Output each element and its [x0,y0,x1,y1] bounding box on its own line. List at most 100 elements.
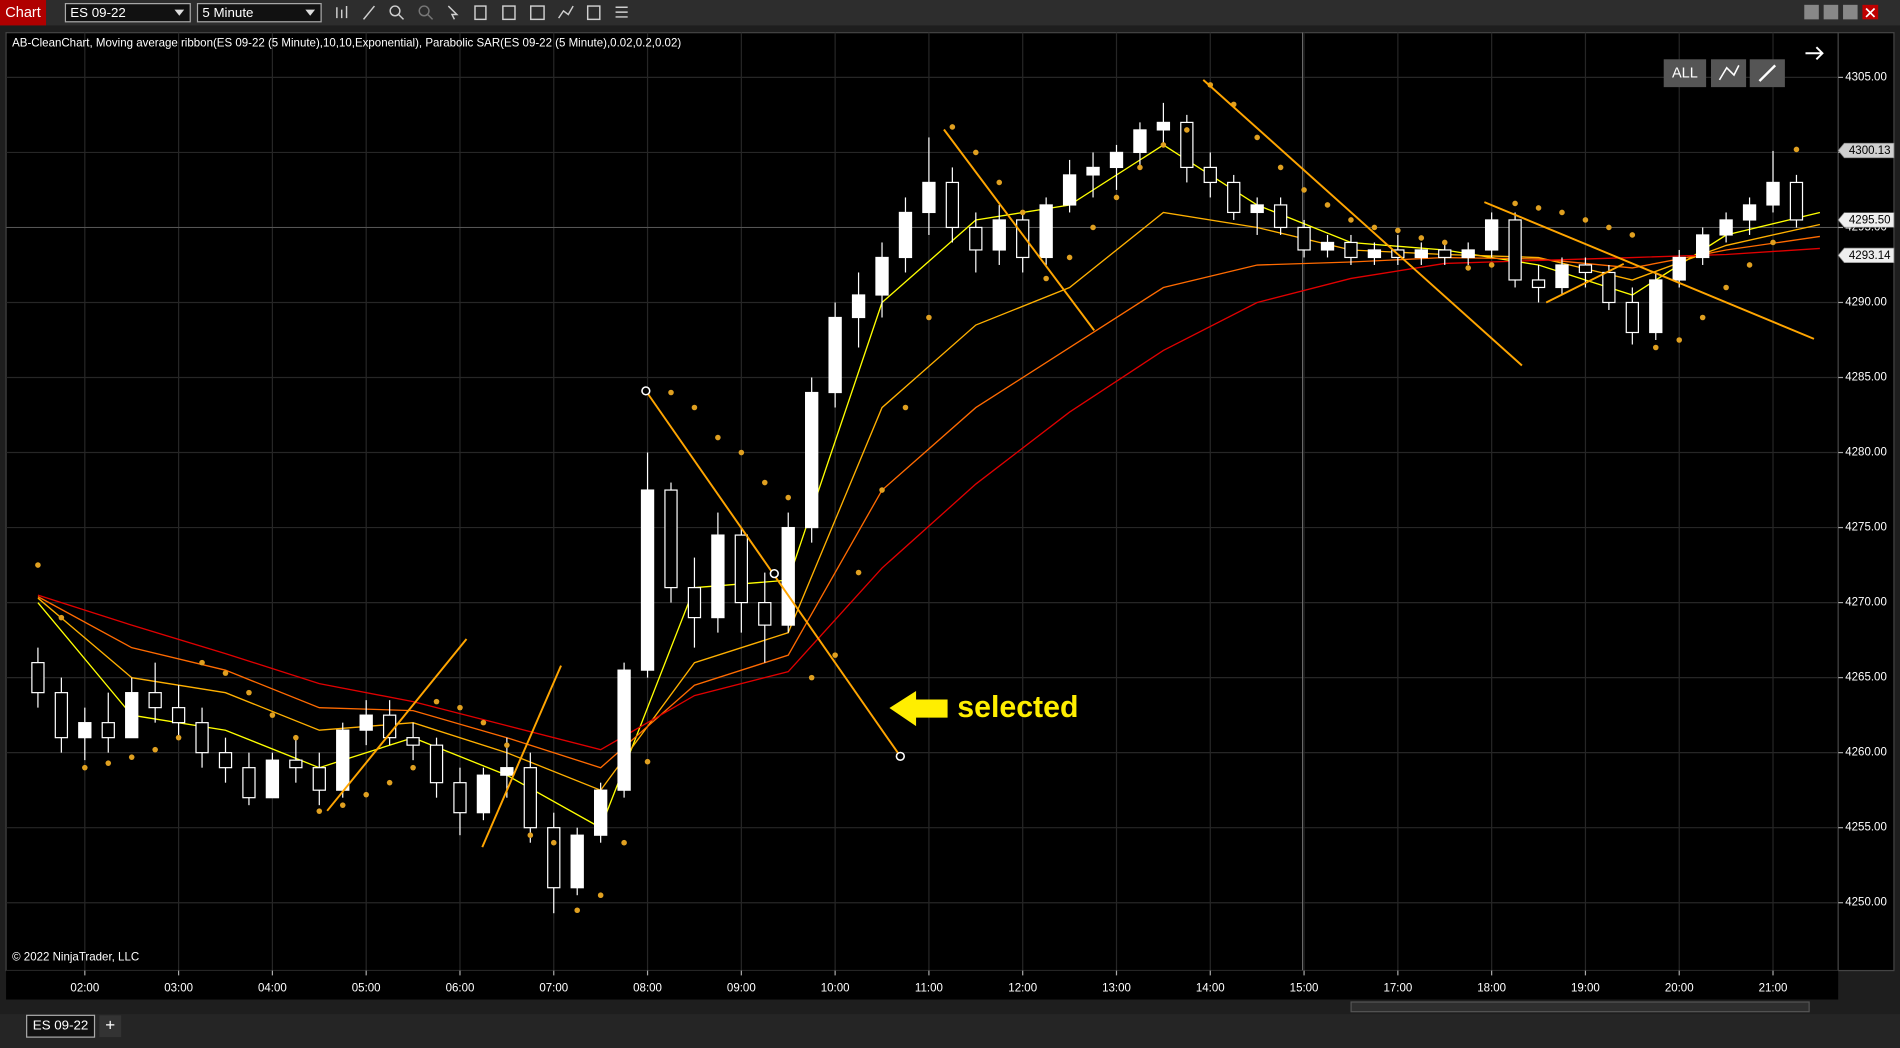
chart-title: AB-CleanChart, Moving average ribbon(ES … [12,38,681,50]
sar-dot [1746,262,1753,268]
sar-dot [668,389,674,396]
sar-dot [691,404,698,411]
toolbar-icons [336,5,628,21]
trend-line[interactable] [481,665,562,848]
candle-body [1016,219,1030,259]
instrument-label: ES 09-22 [70,5,126,20]
candle-body [1414,249,1428,259]
minimize-button[interactable] [1804,4,1819,20]
templates-icon[interactable] [586,5,601,21]
restore-button[interactable] [1823,4,1839,20]
x-tick-label: 03:00 [164,983,193,995]
sar-dot [363,791,369,798]
zoom-in-icon[interactable] [389,5,401,17]
sar-dot [1770,239,1776,246]
x-tick-label: 09:00 [727,983,756,995]
trend-line[interactable] [1202,79,1523,367]
interval-select[interactable] [196,3,322,23]
sar-dot [246,689,252,696]
pointer-icon[interactable] [447,5,459,20]
scrollbar-thumb[interactable] [1350,1001,1810,1013]
candle-body [1203,166,1217,184]
data-box-icon[interactable] [474,5,487,21]
sar-dot [1606,224,1612,231]
instrument-select[interactable] [64,3,191,23]
sar-dot [1465,265,1471,271]
x-tick-label: 13:00 [1102,983,1131,995]
strategies-icon[interactable] [558,5,574,19]
candle-body [1555,264,1569,289]
candle-body [664,489,678,589]
bar-type-icon[interactable] [336,6,348,19]
candle-body [476,774,491,814]
price-marker [1837,142,1895,159]
candle-body [640,489,655,671]
sar-dot [644,758,651,765]
candle-body [1649,279,1663,334]
handle[interactable] [641,386,651,396]
trend-line[interactable] [1545,262,1625,304]
sar-dot [1535,205,1542,211]
sar-dot [1019,209,1026,216]
candle-body [547,827,561,889]
axes: 4250.00 4255.00 4260.00 4265.00 4270.00 4275.… [70,71,1895,995]
handle[interactable] [895,751,905,762]
candle-body [781,526,795,626]
candle-body [593,789,608,836]
trend-line[interactable] [943,128,1095,331]
trend-line[interactable] [1484,201,1815,340]
candle-body [734,534,749,604]
maximize-button[interactable] [1843,4,1858,20]
y-tick-label: 4280.00 [1845,447,1887,459]
sar-dot [1699,314,1706,321]
candle-body [1250,204,1264,214]
sar-dot [738,449,745,456]
candle-body [1531,279,1546,289]
menu-icon[interactable] [615,6,628,18]
trend-line[interactable] [326,638,468,812]
sar-dot [808,674,815,681]
sar-dot [1582,217,1589,223]
zoom-out-icon[interactable] [418,5,430,17]
draw-icon[interactable] [362,5,375,20]
sar-dot [82,764,88,771]
candle-body [1133,129,1147,154]
tab[interactable] [26,1014,96,1038]
candle-body [1766,181,1780,206]
indicators-icon[interactable] [530,5,545,21]
drawing-tools-button[interactable] [1710,59,1747,88]
sar-dot [902,404,909,411]
sar-dot [715,434,721,441]
sar-dot [926,314,932,321]
candle-body [992,219,1006,251]
candle-body [336,729,350,791]
sar-dot [316,808,323,814]
candle-body [1320,241,1335,251]
sar-dot [1184,127,1190,133]
ribbon-line [37,144,1821,829]
window-title: Chart [5,5,41,21]
dropdown-arrow [174,9,185,16]
selection-handles [641,386,905,762]
x-tick-label: 10:00 [821,983,850,995]
sar-dot [410,764,416,771]
sar-dot [1652,344,1659,351]
sar-dot [879,487,885,493]
properties-icon[interactable] [502,5,516,21]
price-axis [1837,32,1895,972]
candle-body [1039,204,1053,259]
pencil-icon [1758,64,1777,82]
candle-body [148,692,162,709]
candle-body [828,316,842,394]
all-button[interactable] [1663,59,1707,88]
candle-body [312,767,326,791]
handle[interactable] [769,568,779,579]
x-tick-label: 04:00 [258,983,287,995]
annotation-text: selected [957,691,1078,724]
scroll-right-arrow[interactable] [1805,46,1824,60]
sar-dot [433,698,440,705]
candle-body [453,782,467,814]
candle-body [687,586,702,619]
add-tab-button[interactable] [99,1015,122,1038]
